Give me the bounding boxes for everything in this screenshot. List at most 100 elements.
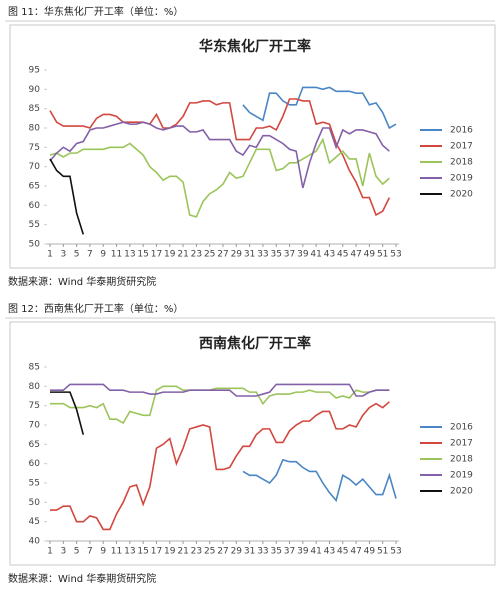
x-tick-label: 9 [100,250,106,260]
x-tick-label: 39 [297,547,309,557]
y-tick-label: 70 [29,162,41,172]
x-tick-label: 29 [231,547,243,557]
y-tick-label: 85 [29,363,40,373]
x-tick-label: 47 [350,547,361,557]
legend-label: 2020 [450,487,473,497]
x-tick-label: 17 [151,547,162,557]
x-tick-label: 37 [284,250,295,260]
y-tick-label: 50 [29,240,41,250]
legend-label: 2018 [450,158,473,168]
y-tick-label: 40 [29,537,41,547]
x-tick-label: 39 [297,250,309,260]
x-tick-label: 43 [324,547,335,557]
series-line [49,158,85,235]
x-tick-label: 33 [257,547,268,557]
x-tick-label: 41 [310,547,321,557]
series-line [50,383,390,397]
x-tick-label: 13 [124,547,135,557]
legend-label: 2017 [450,439,473,449]
x-tick-label: 53 [390,250,401,260]
x-tick-label: 25 [204,547,215,557]
x-tick-label: 1 [47,547,53,557]
y-tick-label: 65 [29,440,40,450]
x-tick-label: 29 [231,250,243,260]
legend-label: 2019 [450,471,473,481]
caption: 图 11：华东焦化厂开工率（单位：%） [8,5,183,18]
y-tick-label: 45 [29,517,40,527]
legend-label: 2018 [450,455,473,465]
y-tick-label: 80 [29,382,41,392]
legend-label: 2020 [450,190,473,200]
x-tick-label: 21 [177,250,188,260]
x-tick-label: 13 [124,250,135,260]
chart-title: 华东焦化厂开工率 [199,38,311,55]
y-tick-label: 70 [29,421,41,431]
chart-frame [9,321,496,566]
y-tick-label: 55 [29,479,40,489]
x-tick-label: 7 [87,250,93,260]
y-tick-label: 60 [29,201,41,211]
y-tick-label: 65 [29,182,40,192]
caption: 图 12：西南焦化厂开工率（单位：%） [8,302,183,315]
series-line [50,385,390,425]
x-tick-label: 23 [191,547,202,557]
y-tick-label: 90 [29,85,41,95]
chart-title: 西南焦化厂开工率 [199,335,311,352]
x-tick-label: 31 [244,250,255,260]
x-tick-label: 51 [377,547,388,557]
x-tick-label: 5 [74,250,80,260]
x-tick-label: 49 [364,547,376,557]
x-tick-label: 27 [217,250,228,260]
x-tick-label: 1 [47,250,53,260]
x-tick-label: 23 [191,250,202,260]
y-tick-label: 60 [29,459,41,469]
legend-label: 2019 [450,174,473,184]
series-line [50,401,390,531]
series-line [49,137,390,218]
source: 数据来源：Wind 华泰期货研究院 [8,275,156,288]
source: 数据来源：Wind 华泰期货研究院 [8,572,156,585]
y-tick-label: 55 [29,220,40,230]
y-tick-label: 85 [29,104,40,114]
x-tick-label: 33 [257,250,268,260]
x-tick-label: 31 [244,547,255,557]
x-tick-label: 11 [111,547,122,557]
x-tick-label: 47 [350,250,361,260]
x-tick-label: 7 [87,547,93,557]
x-tick-label: 35 [271,250,282,260]
series-line [242,458,397,503]
x-tick-label: 21 [177,547,188,557]
x-tick-label: 11 [111,250,122,260]
x-tick-label: 51 [377,250,388,260]
y-tick-label: 50 [29,498,41,508]
x-tick-label: 25 [204,250,215,260]
x-tick-label: 15 [137,250,148,260]
x-tick-label: 15 [137,547,148,557]
series-line [49,98,391,217]
x-tick-label: 45 [337,250,348,260]
series-line [49,121,390,189]
x-tick-label: 5 [74,547,80,557]
x-tick-label: 19 [164,250,176,260]
legend-label: 2016 [450,423,473,433]
y-tick-label: 95 [29,66,40,76]
y-tick-label: 75 [29,401,40,411]
x-tick-label: 37 [284,547,295,557]
x-tick-label: 3 [60,250,66,260]
x-tick-label: 49 [364,250,376,260]
x-tick-label: 35 [271,547,282,557]
x-tick-label: 3 [60,547,66,557]
x-tick-label: 43 [324,250,335,260]
x-tick-label: 53 [390,547,401,557]
x-tick-label: 41 [310,250,321,260]
y-tick-label: 80 [29,124,41,134]
x-tick-label: 45 [337,547,348,557]
x-tick-label: 27 [217,547,228,557]
series-line [50,391,85,435]
x-tick-label: 17 [151,250,162,260]
x-tick-label: 9 [100,547,106,557]
